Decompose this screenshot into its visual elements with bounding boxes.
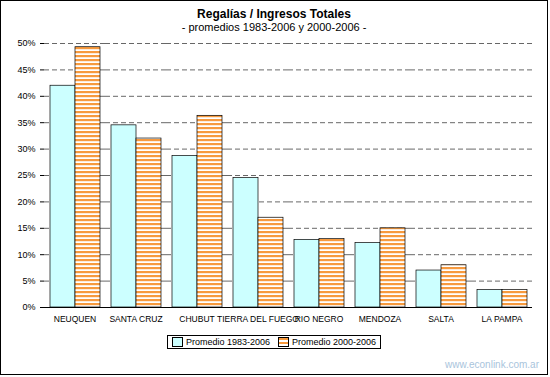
- svg-text:SANTA CRUZ: SANTA CRUZ: [109, 314, 162, 324]
- html-text:Regalías / Ingresos Totales: Regalías / Ingresos Totales: [197, 7, 351, 21]
- svg-text:10%: 10%: [17, 250, 35, 260]
- svg-text:CHUBUT: CHUBUT: [179, 314, 214, 324]
- svg-text:LA PAMPA: LA PAMPA: [482, 314, 523, 324]
- html-text:Promedio 2000-2006: Promedio 2000-2006: [292, 337, 377, 347]
- svg-text:15%: 15%: [17, 223, 35, 233]
- svg-text:50%: 50%: [17, 38, 35, 48]
- svg-text:NEUQUEN: NEUQUEN: [54, 314, 97, 324]
- html-text:Promedio 1983-2006: Promedio 1983-2006: [185, 337, 270, 347]
- svg-text:20%: 20%: [17, 197, 35, 207]
- svg-text:40%: 40%: [17, 91, 35, 101]
- svg-text:SALTA: SALTA: [428, 314, 454, 324]
- svg-text:TIERRA DEL FUEGO: TIERRA DEL FUEGO: [217, 314, 299, 324]
- svg-text:0%: 0%: [22, 302, 35, 312]
- svg-text:MENDOZA: MENDOZA: [359, 314, 402, 324]
- svg-text:25%: 25%: [17, 170, 35, 180]
- svg-text:5%: 5%: [22, 276, 35, 286]
- html-text:www.econlink.com.ar: www.econlink.com.ar: [445, 359, 539, 370]
- svg-text:45%: 45%: [17, 65, 35, 75]
- svg-text:30%: 30%: [17, 144, 35, 154]
- svg-text:RIO NEGRO: RIO NEGRO: [295, 314, 344, 324]
- html-text:- promedios 1983-2006 y 2000-2: - promedios 1983-2006 y 2000-2006 -: [181, 21, 367, 33]
- svg-text:35%: 35%: [17, 118, 35, 128]
